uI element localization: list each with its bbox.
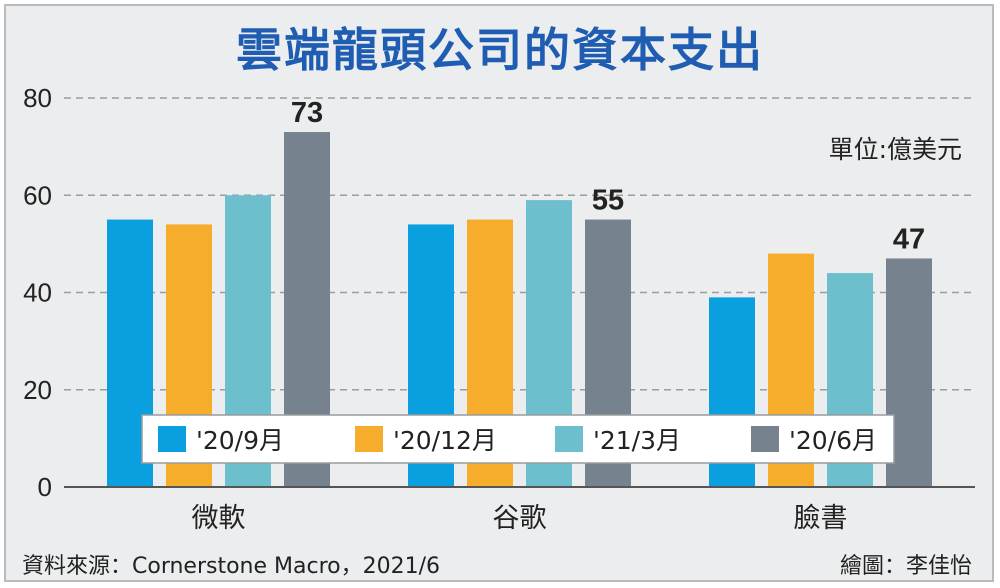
x-category-label: 微軟 [192, 503, 246, 534]
credit-note: 繪圖：李佳怡 [839, 554, 972, 579]
legend-label: '20/9月 [196, 426, 284, 455]
data-label: 47 [893, 223, 925, 255]
legend-swatch [751, 426, 779, 452]
y-tick-label: 20 [23, 375, 52, 405]
legend-swatch [158, 426, 186, 452]
y-tick-label: 40 [23, 278, 52, 308]
y-tick-label: 60 [23, 180, 52, 210]
chart-title: 雲端龍頭公司的資本支出 [236, 23, 764, 77]
legend-label: '20/12月 [393, 426, 497, 455]
data-label: 55 [592, 185, 624, 217]
legend-label: '20/6月 [789, 426, 877, 455]
x-category-label: 谷歌 [493, 503, 547, 534]
legend-swatch [555, 426, 583, 452]
source-note: 資料來源：Cornerstone Macro，2021/6 [22, 554, 441, 579]
unit-label: 單位:億美元 [828, 135, 962, 164]
data-label: 73 [291, 97, 323, 129]
legend-label: '21/3月 [593, 426, 681, 455]
legend-swatch [355, 426, 383, 452]
x-category-label: 臉書 [794, 503, 848, 534]
y-tick-label: 80 [23, 83, 52, 113]
y-tick-label: 0 [38, 472, 52, 502]
